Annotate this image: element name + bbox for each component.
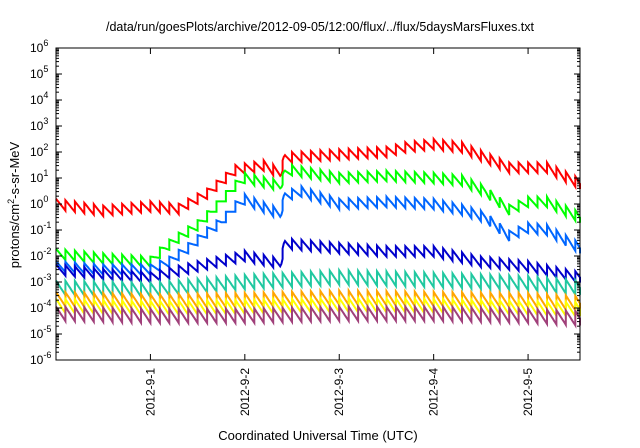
series-line-1 [55, 136, 581, 219]
series-line-3 [55, 183, 581, 278]
y-label-post: -s-sr-MeV [7, 141, 22, 198]
y-tick-label: 103 [30, 116, 48, 133]
y-tick-label: 105 [30, 64, 48, 81]
x-tick-label: 2012-9-1 [143, 368, 157, 416]
series-line-2 [55, 162, 581, 270]
x-tick-label: 2012-9-4 [427, 368, 441, 416]
y-tick-label: 104 [30, 90, 48, 107]
y-tick-label: 10-4 [30, 298, 51, 315]
x-tick-label: 2012-9-3 [332, 368, 346, 416]
y-tick-label: 10-3 [30, 272, 51, 289]
y-label-sup: 2 [6, 199, 16, 204]
series-layer [55, 136, 581, 329]
y-tick-label: 102 [30, 142, 48, 159]
y-label-pre: protons/cm [7, 204, 22, 268]
y-tick-label: 10-2 [30, 246, 51, 263]
y-tick-label: 100 [30, 194, 48, 211]
series-line-4 [55, 236, 581, 286]
y-tick-label: 106 [30, 38, 48, 55]
x-tick-label: 2012-9-5 [521, 368, 535, 416]
y-axis: 10-6 10-5 10-4 10-3 10-2 10-1 100 101 102 103 104 1… [30, 38, 580, 367]
x-axis-label: Coordinated Universal Time (UTC) [218, 428, 418, 443]
y-tick-label: 101 [30, 168, 48, 185]
series-line-8 [55, 303, 581, 329]
y-axis-label: protons/cm2-s-sr-MeV [6, 141, 22, 268]
series-line-5 [55, 266, 581, 301]
y-tick-label: 10-5 [30, 324, 51, 341]
x-tick-label: 2012-9-2 [238, 368, 252, 416]
y-tick-label: 10-6 [30, 350, 51, 367]
x-axis: 2012-9-1 2012-9-2 2012-9-3 2012-9-4 2012-9-5 [143, 48, 535, 416]
y-tick-label: 10-1 [30, 220, 51, 237]
chart-title: /data/run/goesPlots/archive/2012-09-05/1… [105, 20, 534, 34]
